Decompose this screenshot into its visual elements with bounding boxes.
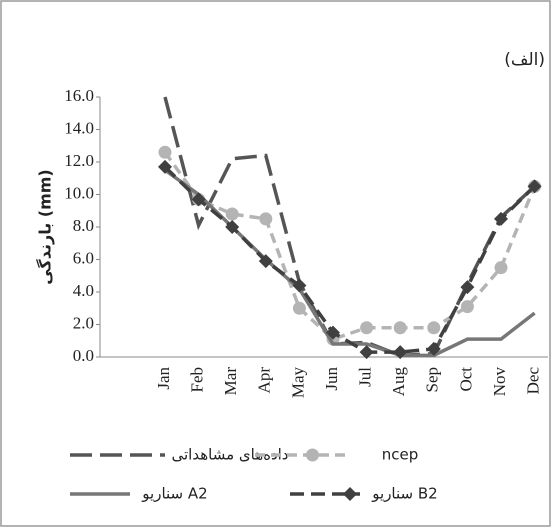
point [158,159,172,174]
point [360,321,374,335]
x-tick-label: Mar [221,367,240,396]
point [225,220,240,234]
series-line [163,165,536,354]
x-tick-label: Apr [255,367,274,394]
y-tick-label: 4.0 [73,281,94,300]
point [460,280,475,295]
x-tick-label: Jul [356,367,375,387]
y-tick-label: 10.0 [64,183,94,202]
x-tick-label: Sep [423,367,442,393]
point [292,278,307,293]
point [426,341,441,356]
x-tick-label: Dec [524,367,543,395]
x-tick-label: Feb [188,367,207,393]
legend-label: سناریو A2 [141,485,207,503]
y-tick-label: 6.0 [73,248,94,267]
x-tick-label: Aug [389,367,408,397]
x-tick-label: Jun [322,367,341,391]
point [292,301,306,315]
x-tick-label: Nov [490,367,509,397]
y-tick-label: 2.0 [73,313,94,332]
y-tick-label: 16.0 [64,86,94,105]
point [494,211,508,226]
point [359,345,374,360]
legend-label: ncep [382,446,419,464]
y-axis-title: بارندگی (mm) [36,169,55,285]
y-tick-label: 14.0 [64,118,94,137]
y-tick-label: 12.0 [64,151,94,170]
point [259,212,273,226]
point [191,192,206,207]
y-tick-label: 0.0 [73,346,94,365]
point [158,145,172,159]
legend-marker [306,448,319,462]
point [258,254,273,269]
point [225,207,239,221]
x-tick-label: Oct [456,367,475,392]
legend-label: سناریو B2 [371,485,437,503]
point [427,321,441,335]
legend-label: داده‌های مشاهداتی [172,446,289,464]
point [393,345,408,360]
point [460,300,474,314]
panel-label: (الف) [504,50,545,70]
point [326,325,340,340]
x-tick-label: May [288,367,307,399]
point [527,179,542,194]
y-tick-label: 8.0 [73,216,94,235]
point [494,261,508,275]
point [393,321,407,335]
x-tick-label: Jan [154,367,173,390]
legend-marker [343,487,357,501]
